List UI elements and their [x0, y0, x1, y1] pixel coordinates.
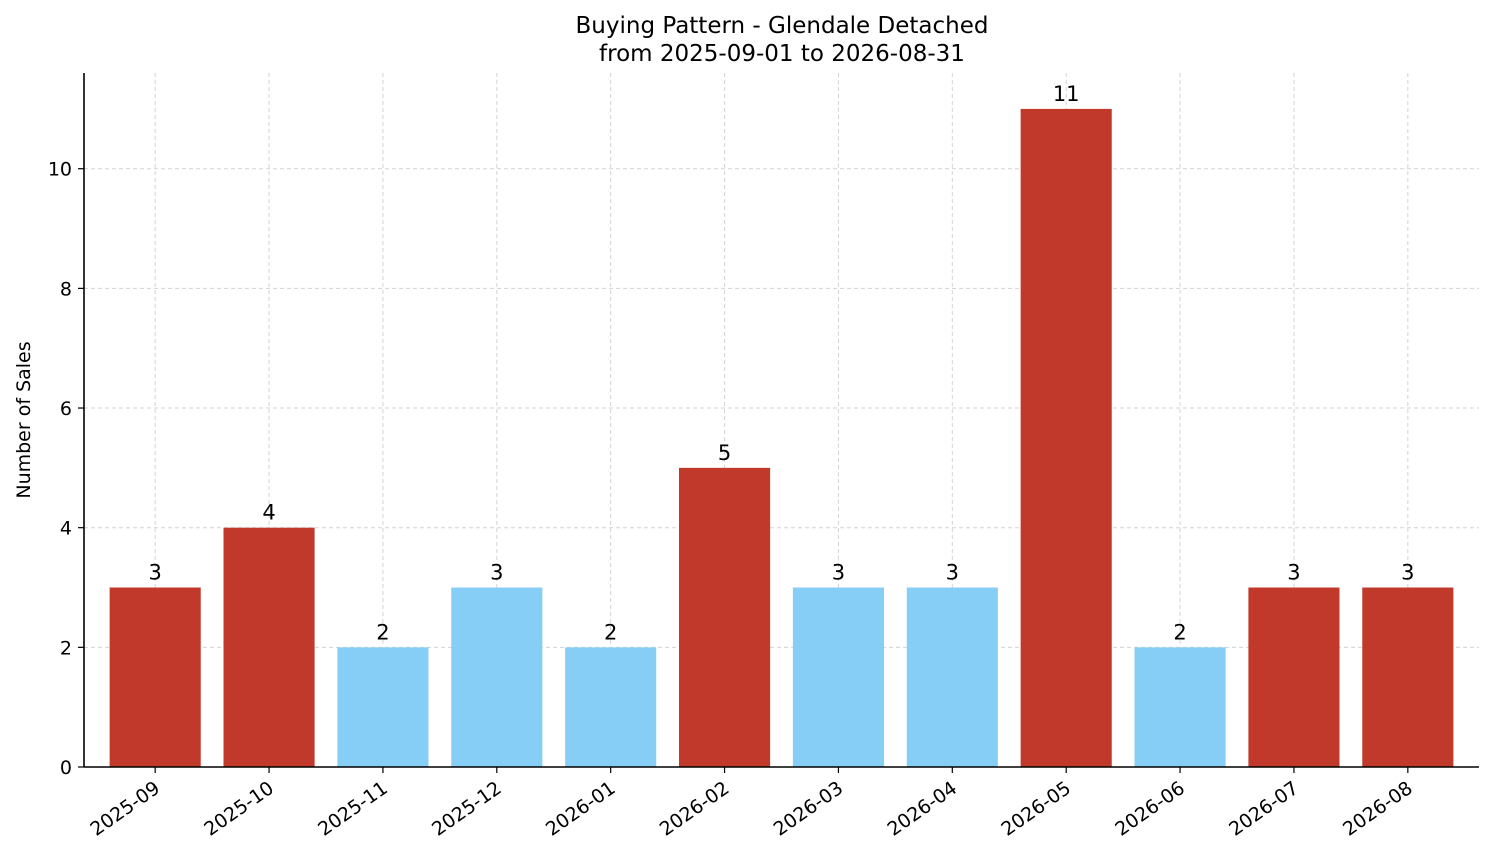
- bar-2025-11: [337, 647, 429, 767]
- bar-value-label: 3: [832, 561, 845, 585]
- bar-value-label: 3: [490, 561, 503, 585]
- y-tick-label: 10: [48, 159, 72, 181]
- x-tick-label: 2026-06: [1111, 777, 1189, 841]
- bar-2026-02: [679, 467, 771, 767]
- bars: 3 4 2 3 2 5 3 3 11 2 3 3: [109, 82, 1454, 768]
- y-tick-label: 2: [60, 637, 72, 659]
- bar-value-label: 5: [718, 441, 731, 465]
- bar-2026-08: [1362, 587, 1454, 767]
- bar-value-label: 11: [1053, 82, 1080, 106]
- bar-value-label: 2: [604, 620, 617, 644]
- chart-title: Buying Pattern - Glendale Detached: [576, 13, 989, 39]
- bar-value-label: 3: [148, 561, 161, 585]
- bar-2025-09: [109, 587, 201, 767]
- bar-2026-01: [565, 647, 657, 767]
- x-tick-label: 2026-02: [656, 777, 734, 841]
- x-tick-label: 2025-12: [428, 777, 506, 841]
- y-tick-label: 6: [60, 398, 72, 420]
- y-tick-label: 0: [60, 757, 72, 779]
- bar-2026-06: [1134, 647, 1226, 767]
- bar-2026-07: [1248, 587, 1340, 767]
- x-tick-label: 2026-03: [770, 777, 848, 841]
- bar-value-label: 4: [262, 501, 275, 525]
- y-tick-label: 8: [60, 278, 72, 300]
- bar-value-label: 3: [1401, 561, 1414, 585]
- bar-2026-04: [906, 587, 998, 767]
- chart-subtitle: from 2025-09-01 to 2026-08-31: [599, 41, 965, 67]
- bar-2026-03: [792, 587, 884, 767]
- x-tick-label: 2025-11: [314, 777, 392, 841]
- y-tick-label: 4: [60, 518, 72, 540]
- bar-2025-12: [451, 587, 543, 767]
- x-tick-label: 2026-08: [1339, 777, 1417, 841]
- bar-value-label: 3: [946, 561, 959, 585]
- grid: [84, 73, 1479, 767]
- bar-value-label: 2: [1173, 620, 1186, 644]
- bar-2026-05: [1020, 108, 1112, 768]
- x-tick-label: 2026-05: [997, 777, 1075, 841]
- bar-2025-10: [223, 527, 315, 767]
- y-axis-label: Number of Sales: [13, 341, 35, 498]
- x-tick-label: 2025-10: [200, 777, 278, 841]
- x-tick-label: 2025-09: [86, 777, 164, 841]
- x-tick-label: 2026-04: [884, 777, 962, 841]
- x-tick-label: 2026-01: [542, 777, 620, 841]
- bar-value-label: 2: [376, 620, 389, 644]
- x-tick-label: 2026-07: [1225, 777, 1303, 841]
- bar-value-label: 3: [1287, 561, 1300, 585]
